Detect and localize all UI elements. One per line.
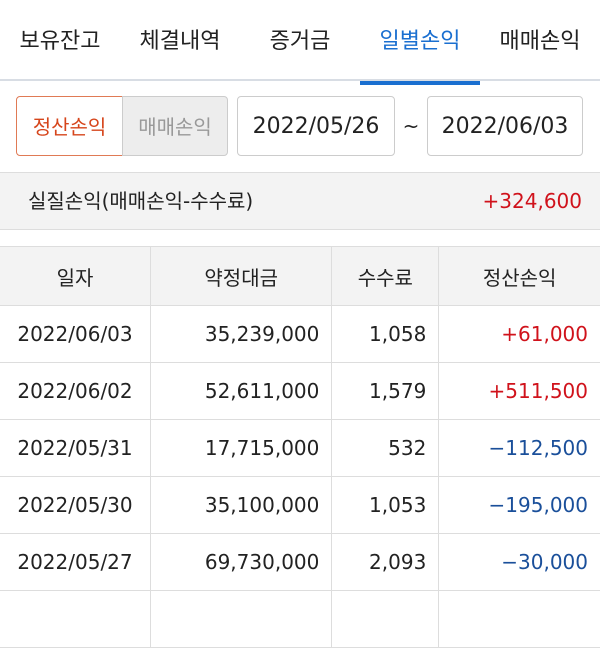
column-header: 수수료 xyxy=(331,246,440,306)
tab[interactable]: 일별손익 xyxy=(360,0,480,85)
date-sep: ~ xyxy=(402,114,420,138)
toggle-trade[interactable]: 매매손익 xyxy=(122,96,228,156)
table-cell: −195,000 xyxy=(438,476,600,534)
date-to[interactable]: 2022/06/03 xyxy=(427,96,583,156)
table-row: 2022/05/27 69,730,000 2,093 −30,000 xyxy=(0,533,600,591)
table-cell: 2022/06/03 xyxy=(0,305,152,363)
table-row: 2022/05/30 35,100,000 1,053 −195,000 xyxy=(0,476,600,534)
table-cell: 2022/06/02 xyxy=(0,362,152,420)
table-cell: 1,053 xyxy=(331,476,440,534)
table-cell: 17,715,000 xyxy=(150,419,333,477)
table-cell xyxy=(331,590,440,648)
table-row: 2022/06/03 35,239,000 1,058 +61,000 xyxy=(0,305,600,363)
table-cell: 35,100,000 xyxy=(150,476,333,534)
table-cell: −30,000 xyxy=(438,533,600,591)
table-cell: +511,500 xyxy=(438,362,600,420)
table-cell xyxy=(150,590,333,648)
table-cell: 52,611,000 xyxy=(150,362,333,420)
table-row-partial xyxy=(0,590,600,648)
table-cell: 2022/05/31 xyxy=(0,419,152,477)
date-from[interactable]: 2022/05/26 xyxy=(237,96,395,156)
summary-value: +324,600 xyxy=(482,189,582,213)
table-cell: 69,730,000 xyxy=(150,533,333,591)
table-cell: −112,500 xyxy=(438,419,600,477)
table-cell: +61,000 xyxy=(438,305,600,363)
table-cell xyxy=(0,590,152,648)
table-cell: 2022/05/27 xyxy=(0,533,152,591)
tab-bar: 보유잔고 체결내역 증거금 일별손익 매매손익 xyxy=(0,0,600,85)
summary: 실질손익(매매손익-수수료) +324,600 xyxy=(0,172,600,230)
table-cell xyxy=(438,590,600,648)
table-cell: 2,093 xyxy=(331,533,440,591)
tab[interactable]: 매매손익 xyxy=(499,29,581,54)
column-header: 약정대금 xyxy=(150,246,333,306)
column-header: 일자 xyxy=(0,246,152,306)
toggle-settle[interactable]: 정산손익 xyxy=(16,96,123,156)
table-cell: 1,058 xyxy=(331,305,440,363)
table-cell: 2022/05/30 xyxy=(0,476,152,534)
table-row: 2022/05/31 17,715,000 532 −112,500 xyxy=(0,419,600,477)
column-header: 정산손익 xyxy=(438,246,600,306)
tab[interactable]: 보유잔고 xyxy=(19,29,101,54)
tab[interactable]: 증거금 xyxy=(269,29,331,54)
tab[interactable]: 체결내역 xyxy=(139,29,221,54)
table-cell: 532 xyxy=(331,419,440,477)
table-cell: 1,579 xyxy=(331,362,440,420)
pnl-table: 일자 약정대금 수수료 정산손익 2022/06/03 35,239,000 1,058 +6… xyxy=(0,246,600,648)
summary-label: 실질손익(매매손익-수수료) xyxy=(28,189,254,213)
table-cell: 35,239,000 xyxy=(150,305,333,363)
table-row: 2022/06/02 52,611,000 1,579 +511,500 xyxy=(0,362,600,420)
